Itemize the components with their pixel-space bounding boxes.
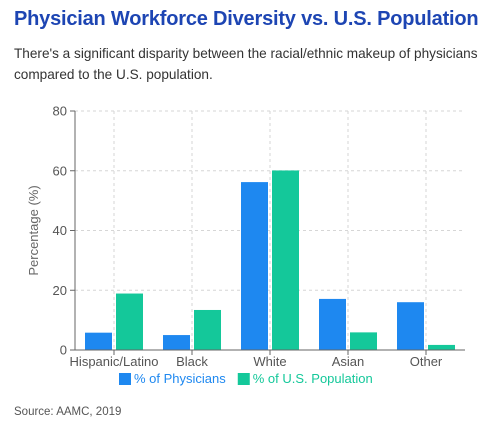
x-tick-label: Black xyxy=(176,354,208,369)
bar-population xyxy=(272,170,299,350)
bar-physicians xyxy=(85,332,112,350)
bar-physicians xyxy=(397,302,424,350)
source-note: Source: AAMC, 2019 xyxy=(14,406,122,418)
y-tick-label: 80 xyxy=(53,104,67,119)
bar-physicians xyxy=(319,298,346,350)
y-tick-label: 0 xyxy=(60,343,67,358)
x-tick-label: Hispanic/Latino xyxy=(70,354,159,369)
legend-swatch-physicians xyxy=(119,373,131,385)
legend-label: % of Physicians xyxy=(134,371,226,386)
bar-population xyxy=(350,332,377,350)
bar-population xyxy=(428,344,455,350)
chart-subtitle: There's a significant disparity between … xyxy=(14,46,478,82)
y-axis-label: Percentage (%) xyxy=(26,185,41,275)
legend-swatch-population xyxy=(237,373,250,385)
bar-physicians xyxy=(241,182,268,350)
x-tick-label: Other xyxy=(410,354,443,369)
x-tick-label: White xyxy=(253,354,286,369)
y-tick-label: 40 xyxy=(53,223,67,238)
chart-title: Physician Workforce Diversity vs. U.S. P… xyxy=(14,8,479,30)
y-tick-label: 60 xyxy=(53,163,67,178)
legend-label: % of U.S. Population xyxy=(253,371,373,386)
bar-population xyxy=(194,309,221,350)
bar-physicians xyxy=(163,335,190,350)
bar-population xyxy=(116,293,143,350)
x-tick-label: Asian xyxy=(332,354,365,369)
bar-chart: 0 20 40 60 80 Hispanic/Latino Black White Asian O… xyxy=(26,104,465,386)
y-tick-label: 20 xyxy=(53,283,67,298)
